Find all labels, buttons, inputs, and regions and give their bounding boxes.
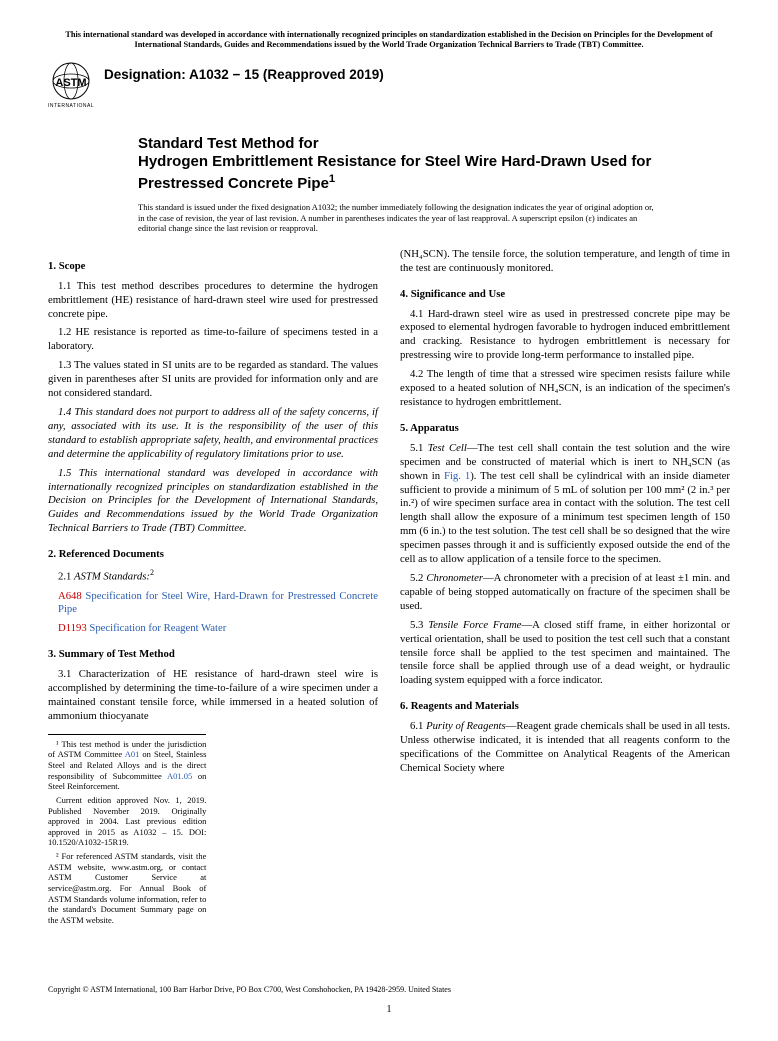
- p53-pre: 5.3: [410, 619, 428, 631]
- footnote-2: ² For referenced ASTM standards, visit t…: [48, 851, 206, 925]
- title-block: Standard Test Method for Hydrogen Embrit…: [138, 135, 730, 194]
- astm-logo: ASTM INTERNATIONAL: [48, 61, 94, 111]
- top-notice: This international standard was develope…: [48, 30, 730, 51]
- header-row: ASTM INTERNATIONAL Designation: A1032 − …: [48, 61, 730, 111]
- para-4-1: 4.1 Hard-drawn steel wire as used in pre…: [400, 308, 730, 364]
- p61-term: Purity of Reagents: [426, 720, 506, 732]
- svg-text:INTERNATIONAL: INTERNATIONAL: [48, 103, 94, 109]
- para-3-1b: (NH₄SCN). The tensile force, the solutio…: [400, 248, 730, 276]
- para-1-2: 1.2 HE resistance is reported as time-to…: [48, 326, 378, 354]
- p52-term: Chronometer: [426, 572, 483, 584]
- p53-term: Tensile Force Frame: [428, 619, 521, 631]
- p52-pre: 5.2: [410, 572, 426, 584]
- svg-text:ASTM: ASTM: [55, 77, 86, 89]
- para-2-1-italic: ASTM Standards:: [74, 571, 150, 583]
- title-prefix: Standard Test Method for: [138, 135, 319, 152]
- title-main: Hydrogen Embrittlement Resistance for St…: [138, 153, 651, 192]
- section-6-heading: 6. Reagents and Materials: [400, 700, 730, 714]
- para-5-3: 5.3 Tensile Force Frame—A closed stiff f…: [400, 619, 730, 689]
- para-4-2: 4.2 The length of time that a stressed w…: [400, 368, 730, 410]
- section-4-heading: 4. Significance and Use: [400, 288, 730, 302]
- para-1-1: 1.1 This test method describes procedure…: [48, 280, 378, 322]
- ref-a648-text: Specification for Steel Wire, Hard-Drawn…: [58, 590, 378, 616]
- section-2-heading: 2. Referenced Documents: [48, 548, 378, 562]
- footnote-1: ¹ This test method is under the jurisdic…: [48, 739, 206, 792]
- para-2-1: 2.1 ASTM Standards:2: [48, 568, 378, 584]
- title-superscript: 1: [329, 173, 335, 185]
- designation-text: Designation: A1032 − 15 (Reapproved 2019…: [104, 67, 384, 82]
- para-1-3: 1.3 The values stated in SI units are to…: [48, 359, 378, 401]
- ref-a648-code: A648: [58, 590, 82, 602]
- p61-pre: 6.1: [410, 720, 426, 732]
- page-footer: Copyright © ASTM International, 100 Barr…: [48, 985, 730, 1015]
- section-5-heading: 5. Apparatus: [400, 422, 730, 436]
- ref-d1193-code: D1193: [58, 622, 87, 634]
- document-title: Standard Test Method for Hydrogen Embrit…: [138, 135, 730, 194]
- section-1-heading: 1. Scope: [48, 260, 378, 274]
- footnotes-block: ¹ This test method is under the jurisdic…: [48, 734, 206, 926]
- ref-d1193[interactable]: D1193 Specification for Reagent Water: [48, 622, 378, 636]
- para-2-1-prefix: 2.1: [58, 571, 74, 583]
- fn1-link-a0105[interactable]: A01.05: [167, 771, 192, 781]
- section-3-heading: 3. Summary of Test Method: [48, 648, 378, 662]
- para-1-4: 1.4 This standard does not purport to ad…: [48, 406, 378, 462]
- p51-term: Test Cell: [428, 442, 467, 454]
- fn1-link-a01[interactable]: A01: [125, 749, 140, 759]
- para-3-1: 3.1 Characterization of HE resistance of…: [48, 668, 378, 724]
- ref-d1193-text: Specification for Reagent Water: [87, 622, 227, 634]
- designation-block: Designation: A1032 − 15 (Reapproved 2019…: [104, 61, 384, 82]
- issuance-note: This standard is issued under the fixed …: [138, 202, 658, 234]
- para-1-5: 1.5 This international standard was deve…: [48, 467, 378, 537]
- body-columns: 1. Scope 1.1 This test method describes …: [48, 248, 730, 926]
- fig-1-link[interactable]: Fig. 1: [444, 470, 470, 482]
- copyright-text: Copyright © ASTM International, 100 Barr…: [48, 985, 730, 994]
- para-6-1: 6.1 Purity of Reagents—Reagent grade che…: [400, 720, 730, 776]
- page-number: 1: [48, 1004, 730, 1015]
- ref-a648[interactable]: A648 Specification for Steel Wire, Hard-…: [48, 590, 378, 618]
- para-5-1: 5.1 Test Cell—The test cell shall contai…: [400, 442, 730, 567]
- para-2-1-sup: 2: [150, 568, 154, 577]
- footnote-1d: Current edition approved Nov. 1, 2019. P…: [48, 795, 206, 848]
- p51-pre: 5.1: [410, 442, 428, 454]
- para-5-2: 5.2 Chronometer—A chronometer with a pre…: [400, 572, 730, 614]
- page-container: This international standard was develope…: [0, 0, 778, 945]
- p51-b: ). The test cell shall be cylindrical wi…: [400, 470, 730, 565]
